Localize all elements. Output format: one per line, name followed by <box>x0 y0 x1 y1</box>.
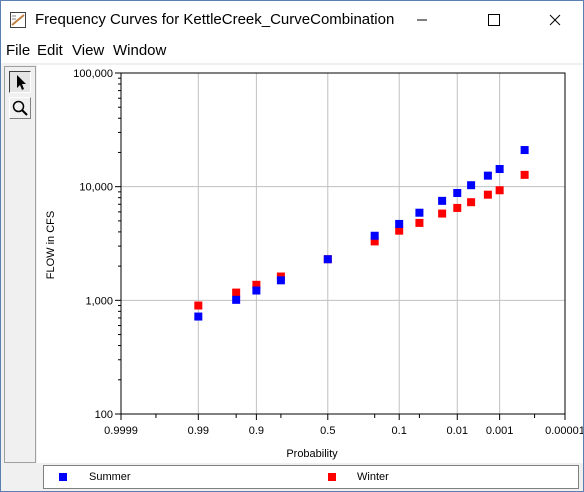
maximize-button[interactable] <box>471 1 517 39</box>
winter-data-point <box>252 280 261 289</box>
winter-data-point <box>453 203 462 212</box>
x-tick-label: 0.99 <box>188 425 209 437</box>
legend-label-summer: Summer <box>89 471 131 483</box>
zoom-magnifier-icon <box>12 100 28 116</box>
winter-data-point <box>395 226 404 235</box>
close-icon <box>549 14 561 26</box>
y-tick-label: 10,000 <box>79 182 113 194</box>
menu-window[interactable]: Window <box>113 42 167 59</box>
pointer-tool-button[interactable] <box>9 71 31 93</box>
x-tick-label: 0.5 <box>320 425 335 437</box>
maximize-icon <box>488 14 500 26</box>
x-tick-label: 0.9 <box>249 425 264 437</box>
x-tick-label: 0.00001 <box>545 425 583 437</box>
tool-palette <box>4 66 36 463</box>
menu-view[interactable]: View <box>72 42 105 59</box>
menu-bar: File Edit View Window <box>1 39 583 63</box>
x-tick-label: 0.01 <box>447 425 468 437</box>
legend-swatch-summer <box>59 473 67 481</box>
title-bar[interactable]: Frequency Curves for KettleCreek_CurveCo… <box>1 1 583 39</box>
grid-lines <box>121 73 565 414</box>
legend-swatch-winter <box>328 473 336 481</box>
winter-data-point <box>495 186 504 195</box>
plot-frame <box>120 72 566 415</box>
y-tick-label: 100,000 <box>73 68 113 80</box>
menu-file[interactable]: File <box>6 42 31 59</box>
frequency-chart-app-icon <box>10 12 26 28</box>
minimize-button[interactable] <box>399 1 445 39</box>
summer-data-point <box>520 146 529 155</box>
summer-data-point <box>415 208 424 217</box>
winter-data-point <box>415 218 424 227</box>
axis-ticks: 0.9999 0.99 0.9 0.5 0.1 0.01 0.001 0.00001 100 1,… <box>73 68 584 437</box>
winter-data-point <box>520 170 529 179</box>
x-axis-label: Probability <box>286 448 338 460</box>
summer-data-point <box>276 276 285 285</box>
y-axis-label: FLOW in CFS <box>45 211 57 279</box>
summer-data-point <box>370 231 379 240</box>
pointer-icon <box>17 75 26 90</box>
x-tick-label: 0.001 <box>486 425 514 437</box>
x-tick-label: 0.9999 <box>104 425 138 437</box>
winter-data-point <box>483 190 492 199</box>
summer-data-point <box>483 171 492 180</box>
close-button[interactable] <box>532 1 578 39</box>
frequency-chart[interactable]: 0.9999 0.99 0.9 0.5 0.1 0.01 0.001 0.00001 100 1,… <box>37 65 584 463</box>
summer-data-point <box>453 188 462 197</box>
data-points <box>194 146 529 321</box>
summer-data-point <box>395 219 404 228</box>
summer-data-point <box>467 181 476 190</box>
legend-label-winter: Winter <box>357 471 389 483</box>
x-tick-label: 0.1 <box>392 425 407 437</box>
menu-edit[interactable]: Edit <box>37 42 63 59</box>
plot-area[interactable]: 0.9999 0.99 0.9 0.5 0.1 0.01 0.001 0.00001 100 1,… <box>37 65 584 463</box>
winter-data-point <box>232 288 241 297</box>
y-tick-label: 1,000 <box>85 295 113 307</box>
zoom-tool-button[interactable] <box>9 97 31 119</box>
window-title: Frequency Curves for KettleCreek_CurveCo… <box>35 11 395 28</box>
summer-data-point <box>438 196 447 205</box>
winter-data-point <box>467 198 476 207</box>
y-tick-label: 100 <box>95 409 113 421</box>
summer-data-point <box>232 295 241 304</box>
summer-data-point <box>323 255 332 264</box>
summer-data-point <box>194 312 203 321</box>
summer-data-point <box>252 286 261 295</box>
winter-data-point <box>438 209 447 218</box>
summer-data-point <box>495 165 504 174</box>
chart-legend: Summer Winter <box>43 465 579 489</box>
minimize-icon <box>417 19 427 21</box>
winter-data-point <box>194 301 203 310</box>
winter-data-point <box>370 237 379 246</box>
